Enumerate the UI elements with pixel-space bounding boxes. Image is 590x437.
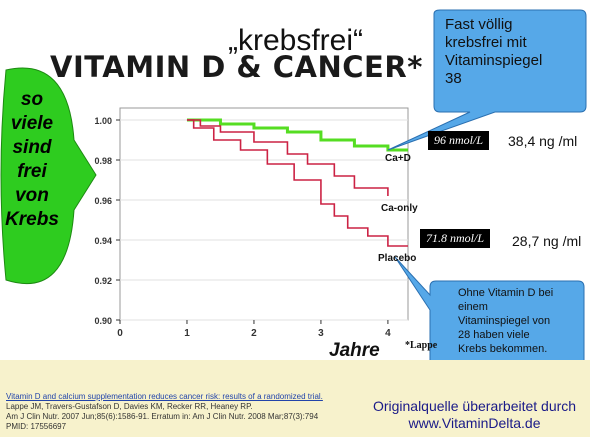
series-label-placebo: Placebo: [378, 253, 417, 264]
arrow-line: sind: [12, 137, 52, 158]
y-tick-label: 0.94: [94, 236, 112, 246]
low-vitamin-label: 71.8 nmol/L: [420, 229, 491, 248]
green-arrow-shape: [0, 67, 97, 285]
high-vitamin-ng: 38,4 ng /ml: [508, 133, 578, 149]
source-line-2: www.VitaminDelta.de: [408, 415, 541, 431]
arrow-line: viele: [10, 113, 54, 134]
arrow-line: Krebs: [5, 209, 59, 230]
green-arrow-text: so viele sind frei von Krebs: [0, 88, 64, 232]
plot-area: [119, 107, 409, 321]
arrow-line: von: [15, 185, 49, 206]
source-credit: Originalquelle überarbeitet durch www.Vi…: [367, 398, 582, 432]
y-tick-label: 0.90: [94, 316, 112, 326]
main-title: VITAMIN D & CANCER*: [50, 50, 423, 84]
series-label-cad: Ca+D: [385, 153, 411, 164]
footer-bar: [0, 360, 590, 437]
y-tick-label: 1.00: [94, 116, 112, 126]
x-axis-label: Jahre: [329, 340, 380, 361]
source-line-1: Originalquelle überarbeitet durch: [372, 398, 577, 414]
series-line-cad: [186, 118, 408, 152]
callout-top-bubble: [387, 9, 587, 151]
citation: Vitamin D and calcium supplementation re…: [6, 392, 366, 432]
x-tick-label: 3: [318, 328, 324, 339]
callout-line: krebsfrei mit: [445, 34, 527, 51]
y-tick-label: 0.96: [94, 196, 112, 206]
high-vitamin-label: 96 nmol/L: [428, 131, 490, 150]
citation-link[interactable]: Vitamin D and calcium supplementation re…: [6, 392, 323, 401]
y-tick-label: 0.92: [94, 276, 112, 286]
citation-line: Am J Clin Nutr. 2007 Jun;85(6):1586-91. …: [6, 412, 319, 421]
footnote-marker: *Lappe: [405, 340, 438, 351]
callout-line: 28 haben viele: [458, 329, 530, 341]
citation-line: PMID: 17556697: [6, 422, 67, 431]
x-tick-label: 0: [117, 328, 123, 339]
callout-line: Krebs bekommen.: [458, 343, 548, 355]
x-tick-label: 2: [251, 328, 257, 339]
series-line-caonly: [186, 119, 389, 196]
citation-line: Lappe JM, Travers-Gustafson D, Davies KM…: [6, 402, 253, 411]
callout-line: Vitaminspiegel: [445, 52, 543, 69]
callout-line: einem: [458, 301, 488, 313]
series-label-ca-only: Ca-only: [381, 203, 418, 214]
callout-line: Ohne Vitamin D bei: [458, 287, 554, 299]
callout-line: 38: [445, 70, 462, 87]
callout-top-text: Fast völlig krebsfrei mit Vitaminspiegel…: [445, 16, 542, 88]
arrow-line: frei: [17, 161, 47, 182]
callout-line: Vitaminspiegel von: [458, 315, 551, 327]
low-vitamin-ng: 28,7 ng /ml: [512, 233, 582, 249]
arrow-line: so: [20, 89, 44, 110]
x-tick-label: 4: [385, 328, 391, 339]
callout-bottom-text: Ohne Vitamin D bei einem Vitaminspiegel …: [458, 286, 553, 356]
x-tick-label: 1: [184, 328, 190, 339]
series-line-placebo: [186, 119, 408, 247]
callout-line: Fast völlig: [445, 16, 513, 33]
quote-title: „krebsfrei“: [228, 24, 364, 57]
y-tick-label: 0.98: [94, 156, 112, 166]
